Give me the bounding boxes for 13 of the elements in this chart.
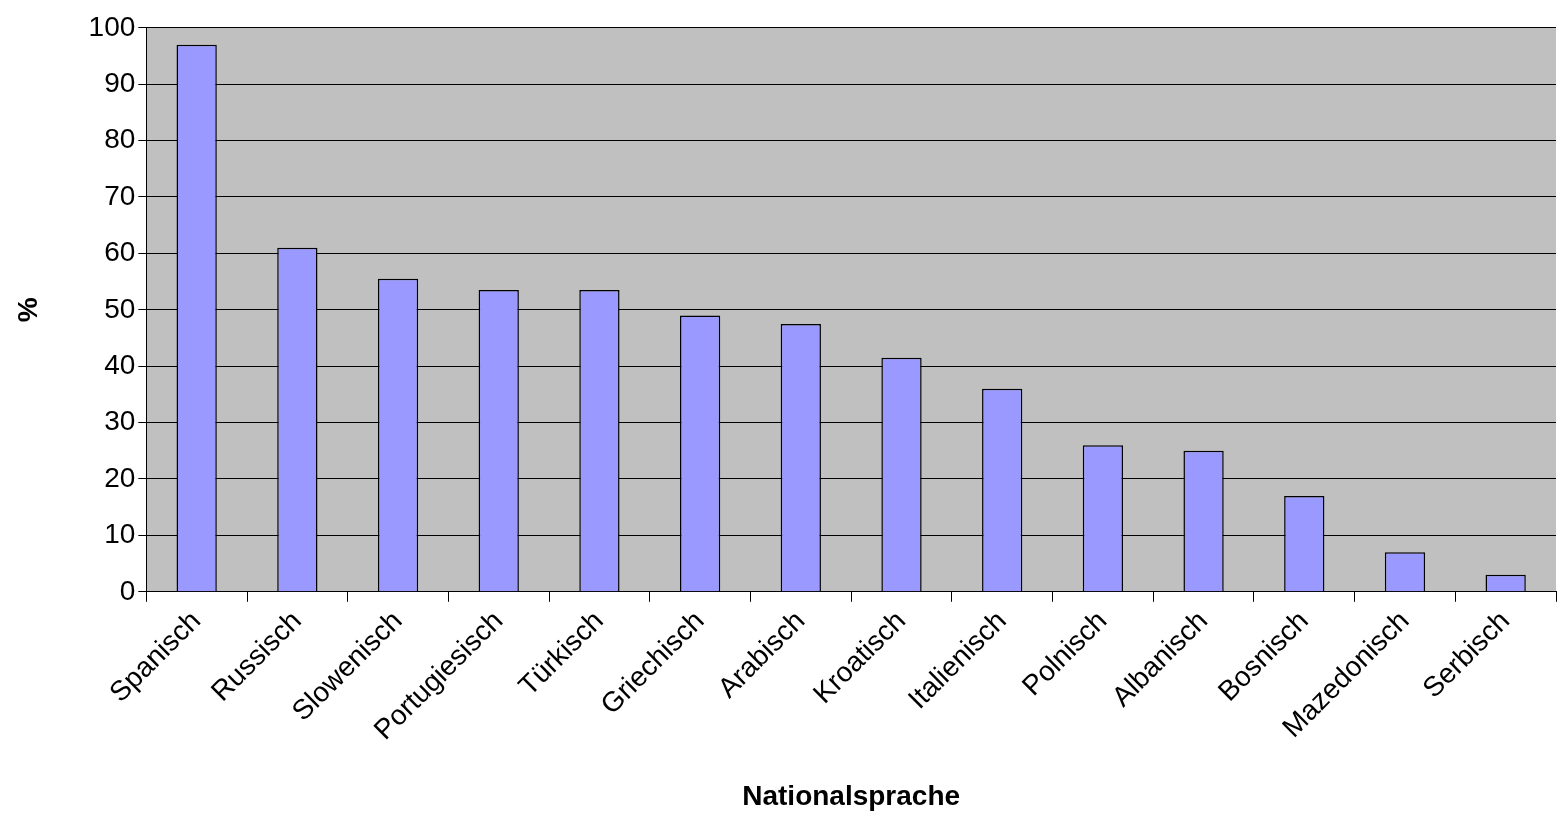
y-tick-label: 60 [104, 236, 136, 268]
y-axis-title: % [11, 297, 43, 323]
y-tick-label: 10 [104, 518, 136, 550]
y-tick-label: 30 [104, 405, 136, 437]
y-tick-label: 80 [104, 123, 136, 155]
y-tick-label: 50 [104, 292, 136, 324]
y-tick-label: 0 [119, 574, 136, 606]
y-tick-label: 20 [104, 461, 136, 493]
y-tick-label: 40 [104, 348, 136, 380]
y-tick-label: 90 [104, 66, 136, 98]
y-tick-label: 100 [88, 10, 136, 42]
y-tick-label: 70 [104, 179, 136, 211]
x-axis-title: Nationalsprache [742, 779, 961, 811]
